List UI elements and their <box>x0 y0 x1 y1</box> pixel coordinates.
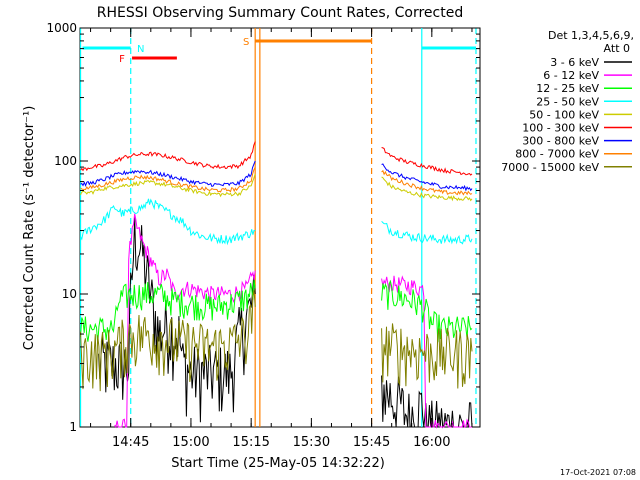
legend-label: 12 - 25 keV <box>536 82 599 95</box>
legend-label: 300 - 800 keV <box>522 135 599 148</box>
flag-label-n: N <box>137 44 144 55</box>
legend-label: 6 - 12 keV <box>543 69 599 82</box>
series-line <box>381 147 473 176</box>
series-line <box>381 220 473 245</box>
chart-title: RHESSI Observing Summary Count Rates, Co… <box>97 5 463 21</box>
series-line <box>80 173 256 198</box>
legend-label: 800 - 7000 keV <box>515 148 599 161</box>
series-line <box>381 275 472 429</box>
series-9 <box>80 290 473 392</box>
x-axis-label: Start Time (25-May-05 14:32:22) <box>171 456 385 471</box>
series-line <box>80 166 256 193</box>
y-tick-label: 1000 <box>46 21 77 35</box>
series-8 <box>80 166 473 196</box>
y-tick-label: 1 <box>69 420 77 434</box>
plot-frame <box>79 27 481 428</box>
legend-label: 50 - 100 keV <box>529 108 599 121</box>
series-4 <box>80 198 473 246</box>
series-line <box>381 163 473 192</box>
x-tick-label: 15:45 <box>353 435 390 450</box>
series-line <box>80 290 256 392</box>
y-axis: 1 10 100 1000 <box>46 21 480 434</box>
flag-label-s: S <box>243 37 249 48</box>
series-3 <box>80 279 473 344</box>
plot-area: N F S <box>79 27 481 429</box>
legend-label: 100 - 300 keV <box>522 122 599 135</box>
series-6 <box>80 141 473 176</box>
x-axis: 14:45 15:00 15:15 15:30 15:45 16:00 <box>90 28 473 450</box>
x-tick-label: 15:30 <box>293 435 330 450</box>
series-line <box>381 176 473 202</box>
series-line <box>80 141 256 172</box>
series-line <box>80 198 256 246</box>
series-7 <box>80 160 473 192</box>
flag-label-f: F <box>119 54 125 65</box>
legend-label: 3 - 6 keV <box>550 56 599 69</box>
series-line <box>381 323 473 389</box>
legend-label: 25 - 50 keV <box>536 95 599 108</box>
series-line <box>381 279 473 343</box>
x-tick-label: 15:00 <box>172 435 209 450</box>
legend-label: 7000 - 15000 keV <box>501 161 599 174</box>
series-line <box>80 280 256 344</box>
series-line <box>98 215 256 423</box>
x-tick-label: 16:00 <box>413 435 450 450</box>
generation-timestamp: 17-Oct-2021 07:08 <box>560 468 636 477</box>
series-line <box>80 160 256 188</box>
x-tick-label: 14:45 <box>112 435 149 450</box>
legend-header-line-2: Att 0 <box>604 42 630 55</box>
legend-header-line-1: Det 1,3,4,5,6,9, <box>548 29 634 42</box>
y-axis-label: Corrected Count Rate (s⁻¹ detector⁻¹) <box>22 106 37 351</box>
x-tick-label: 15:15 <box>232 435 269 450</box>
y-tick-label: 100 <box>54 154 77 168</box>
series-line <box>381 169 473 196</box>
series-5 <box>80 173 473 202</box>
y-tick-label: 10 <box>62 287 77 301</box>
